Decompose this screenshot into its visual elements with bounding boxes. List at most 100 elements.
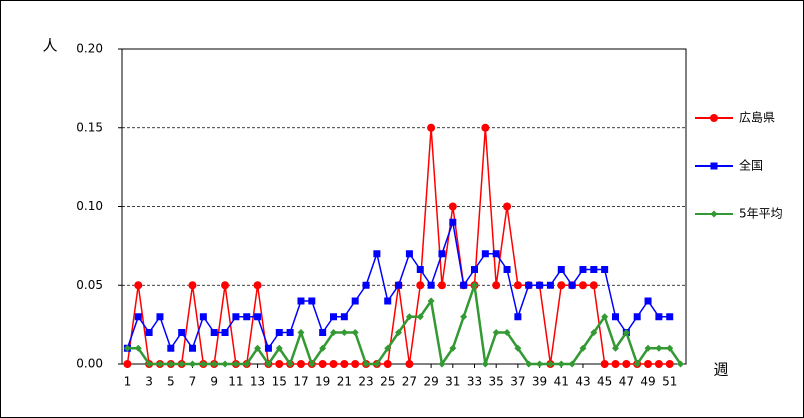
point — [405, 313, 413, 321]
point — [188, 281, 197, 290]
point — [492, 329, 500, 336]
legend-label: 全国 — [739, 158, 763, 173]
legend-marker — [710, 114, 718, 122]
point — [471, 281, 478, 289]
point — [167, 344, 175, 352]
point — [612, 313, 619, 321]
x-tick-label: 45 — [597, 375, 612, 389]
point — [514, 313, 522, 321]
legend-item: 全国 — [695, 158, 763, 173]
point — [633, 313, 641, 321]
point — [601, 313, 609, 321]
point — [536, 281, 544, 289]
point — [666, 344, 674, 352]
x-tick-label: 35 — [489, 375, 504, 389]
point — [275, 344, 283, 352]
point — [460, 313, 468, 321]
x-tick-label: 7 — [189, 375, 197, 389]
point — [340, 360, 349, 368]
point — [189, 360, 196, 368]
point — [405, 250, 413, 258]
point — [438, 360, 446, 368]
point — [156, 360, 164, 368]
point — [351, 297, 359, 305]
x-tick-label: 31 — [445, 375, 460, 389]
point — [590, 329, 598, 336]
point — [525, 360, 533, 368]
legend-label: 5年平均 — [739, 207, 783, 221]
point — [427, 297, 435, 305]
point — [677, 360, 685, 368]
point — [492, 281, 501, 290]
point — [210, 360, 218, 368]
y-tick-label: 0.00 — [76, 357, 103, 371]
point — [318, 360, 327, 368]
y-tick-label: 0.15 — [76, 120, 103, 134]
point — [243, 313, 251, 321]
point — [666, 313, 674, 321]
point — [221, 360, 229, 368]
y-tick-label: 0.05 — [76, 278, 103, 292]
point — [503, 329, 511, 336]
point — [232, 313, 240, 321]
point — [568, 360, 576, 368]
point — [134, 313, 142, 321]
point — [557, 266, 565, 273]
point — [449, 218, 457, 226]
point — [481, 360, 489, 368]
point — [123, 344, 131, 352]
x-tick-label: 3 — [145, 375, 153, 389]
x-tick-label: 49 — [640, 375, 655, 389]
point — [416, 313, 424, 321]
x-tick-label: 47 — [619, 375, 634, 389]
point — [319, 329, 327, 336]
legend-item: 広島県 — [695, 110, 775, 125]
x-tick-label: 11 — [228, 375, 243, 389]
point — [492, 250, 500, 258]
point — [471, 266, 478, 273]
point — [384, 297, 392, 305]
y-tick-label: 0.20 — [76, 42, 103, 56]
point — [330, 313, 337, 321]
point — [546, 360, 554, 368]
x-tick-label: 21 — [337, 375, 352, 389]
point — [329, 360, 338, 368]
point — [123, 360, 132, 368]
point — [438, 250, 446, 258]
legend-marker — [710, 162, 718, 170]
x-tick-label: 33 — [467, 375, 482, 389]
point — [243, 360, 251, 368]
series-line — [127, 284, 682, 368]
legend-label: 広島県 — [739, 110, 775, 125]
point — [655, 313, 663, 321]
x-tick-label: 25 — [380, 375, 395, 389]
point — [308, 297, 316, 305]
point — [449, 344, 457, 352]
point — [134, 281, 143, 290]
point — [296, 360, 305, 368]
point — [568, 281, 576, 289]
x-tick-label: 17 — [293, 375, 308, 389]
point — [297, 329, 305, 336]
point — [156, 313, 164, 321]
x-tick-label: 23 — [358, 375, 373, 389]
point — [384, 344, 392, 352]
x-tick-label: 37 — [510, 375, 525, 389]
point — [351, 360, 360, 368]
point — [178, 360, 186, 368]
x-tick-label: 5 — [167, 375, 175, 389]
point — [373, 360, 381, 368]
point — [167, 360, 175, 368]
point — [557, 360, 565, 368]
point — [557, 281, 566, 290]
legend-item: 5年平均 — [695, 207, 783, 221]
point — [264, 344, 272, 352]
point — [600, 360, 609, 368]
point — [536, 360, 544, 368]
x-tick-label: 27 — [402, 375, 417, 389]
point — [253, 281, 262, 290]
point — [178, 329, 186, 336]
point — [340, 313, 348, 321]
point — [254, 313, 262, 321]
